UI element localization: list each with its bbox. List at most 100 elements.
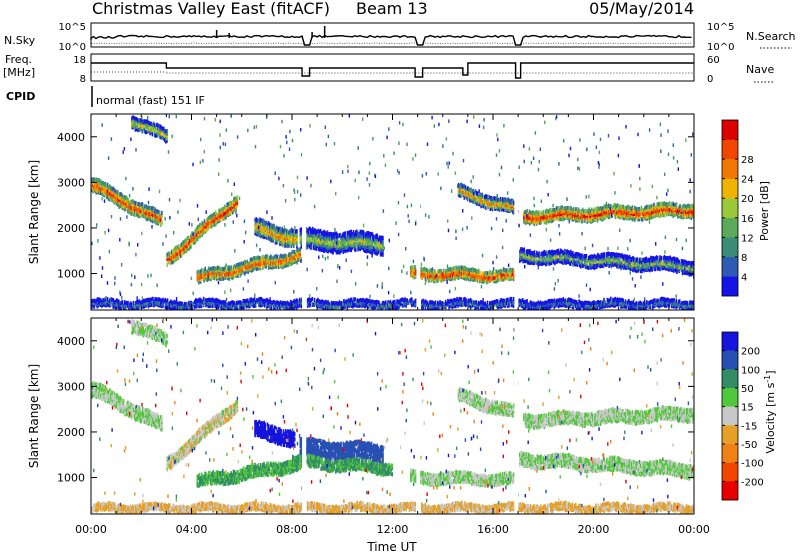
heatmap-cell	[172, 249, 174, 254]
heatmap-cell	[110, 299, 112, 304]
heatmap-cell	[501, 204, 504, 209]
heatmap-cell	[261, 222, 263, 227]
heatmap-cell	[446, 268, 448, 273]
heatmap-cell	[442, 274, 445, 280]
heatmap-cell	[117, 202, 119, 207]
heatmap-cell	[529, 257, 531, 262]
heatmap-cell	[188, 302, 190, 308]
heatmap-cell	[332, 242, 334, 247]
heatmap-cell	[655, 204, 657, 209]
heatmap-cell	[100, 179, 102, 184]
heatmap-cell	[152, 213, 154, 218]
heatmap-cell	[319, 233, 322, 238]
heatmap-cell	[525, 254, 528, 259]
heatmap-cell	[556, 254, 558, 259]
heatmap-cell	[609, 252, 612, 257]
heatmap-cell	[368, 249, 371, 254]
date-label: 05/May/2014	[589, 0, 694, 18]
heatmap-cell	[209, 267, 211, 272]
heatmap-cell	[194, 237, 197, 242]
heatmap-cell	[524, 252, 527, 258]
heatmap-cell	[205, 277, 208, 282]
heatmap-cell	[608, 263, 610, 268]
heatmap-cell	[646, 204, 648, 209]
heatmap-cell	[177, 244, 180, 249]
heatmap-cell	[349, 245, 351, 250]
heatmap-cell	[450, 275, 453, 280]
heatmap-cell	[317, 242, 320, 247]
heatmap-cell	[609, 213, 611, 218]
heatmap-cell	[314, 244, 316, 249]
heatmap-cell	[91, 184, 93, 189]
heatmap-cell	[281, 265, 283, 270]
heatmap-cell	[678, 209, 680, 214]
heatmap-cell	[202, 302, 205, 307]
heatmap-cell	[542, 250, 545, 255]
heatmap-cell	[574, 252, 576, 257]
heatmap-cell	[310, 232, 313, 237]
heatmap-cell	[228, 201, 231, 206]
heatmap-cell	[335, 238, 338, 243]
heatmap-cell	[352, 232, 355, 237]
heatmap-cell	[127, 303, 129, 308]
heatmap-cell	[161, 298, 163, 303]
heatmap-cell	[603, 256, 606, 261]
heatmap-cell	[413, 268, 416, 273]
heatmap-cell	[621, 213, 624, 218]
heatmap-cell	[410, 273, 412, 278]
heatmap-cell	[126, 203, 128, 208]
heatmap-cell	[615, 262, 617, 267]
heatmap-cell	[306, 245, 308, 250]
heatmap-cell	[430, 272, 432, 277]
heatmap-cell	[292, 237, 295, 242]
heatmap-cell	[600, 252, 602, 258]
heatmap-cell	[122, 206, 125, 211]
heatmap-cell	[673, 212, 676, 217]
heatmap-cell	[338, 240, 340, 245]
heatmap-cell	[284, 236, 287, 241]
heatmap-cell	[658, 266, 660, 271]
heatmap-cell	[309, 235, 312, 240]
heatmap-cell	[414, 269, 417, 274]
heatmap-cell	[645, 259, 648, 264]
heatmap-cell	[668, 256, 670, 261]
heatmap-cell	[558, 257, 561, 262]
heatmap-cell	[647, 214, 650, 219]
heatmap-cell	[258, 264, 261, 269]
heatmap-cell	[108, 299, 110, 305]
heatmap-cell	[259, 255, 262, 261]
heatmap-cell	[503, 268, 506, 273]
heatmap-cell	[352, 240, 355, 245]
heatmap-cell	[358, 246, 360, 251]
heatmap-cell	[230, 265, 232, 270]
heatmap-cell	[358, 239, 360, 244]
heatmap-cell	[326, 233, 329, 238]
heatmap-cell	[136, 208, 138, 213]
heatmap-cell	[681, 208, 683, 213]
heatmap-cell	[577, 207, 579, 212]
heatmap-cell	[461, 183, 463, 188]
heatmap-cell	[105, 301, 108, 306]
heatmap-cell	[119, 192, 121, 197]
heatmap-cell	[149, 209, 152, 214]
heatmap-cell	[466, 273, 469, 278]
heatmap-cell	[463, 273, 465, 278]
heatmap-cell	[263, 229, 265, 234]
heatmap-cell	[179, 250, 182, 255]
heatmap-cell	[588, 212, 591, 217]
heatmap-cell	[671, 208, 673, 213]
heatmap-cell	[203, 219, 206, 224]
heatmap-cell	[566, 209, 568, 214]
heatmap-cell	[464, 276, 466, 281]
heatmap-cell	[132, 202, 135, 207]
heatmap-cell	[242, 263, 245, 268]
heatmap-cell	[310, 237, 313, 242]
heatmap-cell	[365, 239, 367, 244]
heatmap-cell	[661, 261, 664, 266]
heatmap-cell	[680, 207, 682, 213]
heatmap-cell	[218, 208, 220, 213]
heatmap-cell	[560, 212, 563, 217]
heatmap-cell	[682, 206, 685, 211]
heatmap-cell	[667, 263, 669, 269]
heatmap-cell	[317, 247, 320, 252]
